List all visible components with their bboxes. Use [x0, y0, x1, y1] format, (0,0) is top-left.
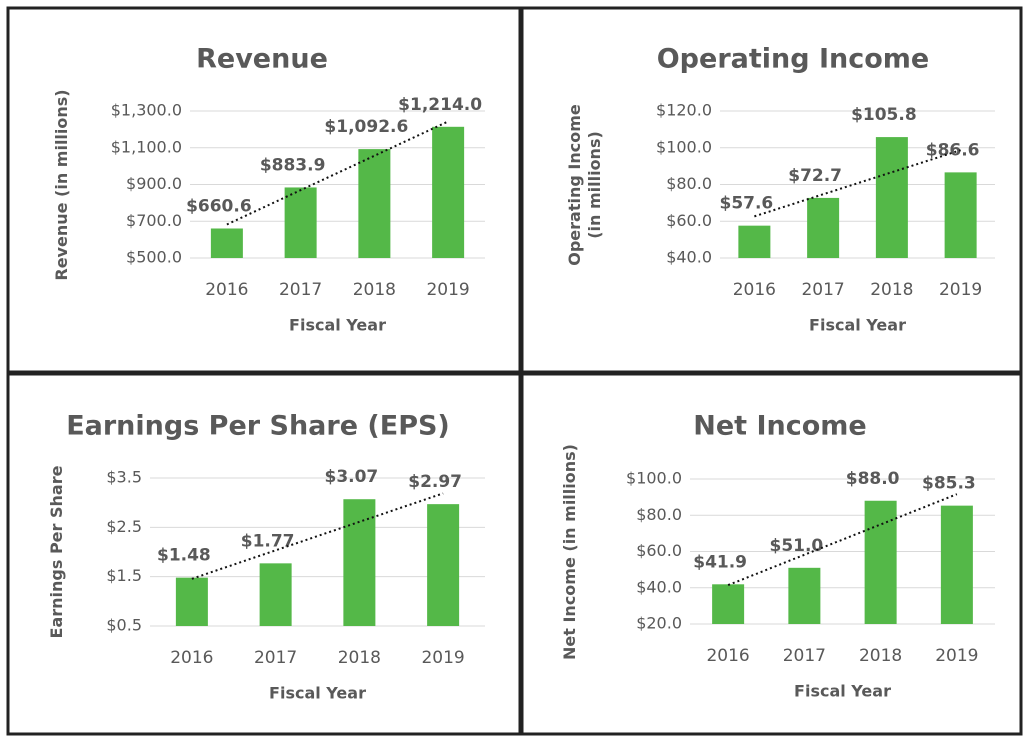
value-label: $88.0 — [846, 469, 900, 489]
panel-border — [520, 6, 1023, 374]
bar — [259, 563, 292, 626]
panel-border — [6, 372, 522, 736]
y-axis-label: Revenue (in millions) — [52, 88, 71, 281]
x-tick-label: 2017 — [801, 280, 844, 300]
x-tick-label: 2019 — [426, 280, 469, 300]
value-label: $105.8 — [851, 105, 917, 125]
bar — [175, 577, 208, 626]
chart-title: Revenue — [196, 44, 328, 75]
trendline — [226, 120, 449, 226]
x-tick-label: 2018 — [353, 280, 396, 300]
y-tick-label: $120.0 — [656, 101, 712, 120]
x-tick-label: 2016 — [205, 280, 248, 300]
y-tick-label: $100.0 — [626, 469, 682, 488]
trendline — [191, 492, 444, 580]
value-label: $1,214.0 — [398, 95, 482, 115]
x-tick-label: 2016 — [170, 648, 213, 668]
bar — [940, 505, 973, 624]
y-axis-label: Operating Income (in millions) — [565, 103, 604, 266]
value-label: $883.9 — [260, 155, 326, 175]
x-tick-label: 2018 — [859, 646, 902, 666]
bar — [427, 504, 460, 626]
bar — [738, 225, 771, 258]
value-label: $660.6 — [186, 196, 252, 216]
value-label: $2.97 — [408, 472, 462, 492]
y-tick-label: $80.0 — [636, 505, 682, 524]
value-label: $51.0 — [769, 536, 823, 556]
value-label: $85.3 — [922, 474, 976, 494]
value-label: $72.7 — [788, 166, 842, 186]
bar — [432, 126, 465, 259]
y-tick-label: $3.5 — [106, 468, 142, 487]
x-tick-label: 2019 — [935, 646, 978, 666]
value-label: $1.77 — [241, 531, 295, 551]
panel-border — [6, 6, 522, 374]
x-tick-label: 2019 — [939, 280, 982, 300]
bar — [875, 137, 908, 258]
x-tick-label: 2017 — [254, 648, 297, 668]
panel-border — [520, 372, 1023, 736]
chart-title: Operating Income — [657, 44, 930, 75]
y-tick-label: $80.0 — [666, 174, 712, 193]
value-label: $86.6 — [926, 140, 980, 160]
y-tick-label: $2.5 — [106, 517, 142, 536]
bar — [210, 228, 243, 258]
x-tick-label: 2016 — [706, 646, 749, 666]
y-tick-label: $500.0 — [126, 248, 182, 267]
value-label: $1.48 — [157, 546, 211, 566]
y-tick-label: $1,300.0 — [111, 101, 182, 120]
bar — [343, 499, 376, 626]
bar — [944, 172, 977, 258]
y-axis-label: Net Income (in millions) — [560, 443, 579, 660]
chart-title: Net Income — [693, 411, 866, 442]
x-tick-label: 2017 — [279, 280, 322, 300]
x-tick-label: 2019 — [421, 648, 464, 668]
y-tick-label: $60.0 — [666, 211, 712, 230]
bar — [712, 584, 745, 624]
x-axis-label: Fiscal Year — [289, 316, 386, 335]
bar — [284, 187, 317, 258]
bar — [358, 149, 391, 258]
y-tick-label: $0.5 — [106, 616, 142, 635]
value-label: $41.9 — [693, 552, 747, 572]
bar — [788, 567, 821, 624]
x-axis-label: Fiscal Year — [809, 316, 906, 335]
y-tick-label: $100.0 — [656, 137, 712, 156]
x-tick-label: 2016 — [733, 280, 776, 300]
y-tick-label: $1.5 — [106, 566, 142, 585]
x-axis-label: Fiscal Year — [794, 682, 891, 701]
y-tick-label: $20.0 — [636, 614, 682, 633]
trendline — [754, 149, 961, 218]
y-tick-label: $40.0 — [636, 577, 682, 596]
y-tick-label: $40.0 — [666, 248, 712, 267]
y-tick-label: $1,100.0 — [111, 137, 182, 156]
y-tick-label: $900.0 — [126, 174, 182, 193]
x-tick-label: 2018 — [338, 648, 381, 668]
y-axis-label: Earnings Per Share — [47, 465, 66, 639]
bar — [807, 197, 840, 258]
value-label: $1,092.6 — [324, 117, 408, 137]
trendline — [727, 493, 958, 587]
chart-title: Earnings Per Share (EPS) — [66, 411, 450, 442]
y-tick-label: $700.0 — [126, 211, 182, 230]
x-tick-label: 2017 — [783, 646, 826, 666]
value-label: $3.07 — [324, 467, 378, 487]
x-tick-label: 2018 — [870, 280, 913, 300]
y-tick-label: $60.0 — [636, 541, 682, 560]
x-axis-label: Fiscal Year — [269, 684, 366, 703]
value-label: $57.6 — [719, 194, 773, 214]
